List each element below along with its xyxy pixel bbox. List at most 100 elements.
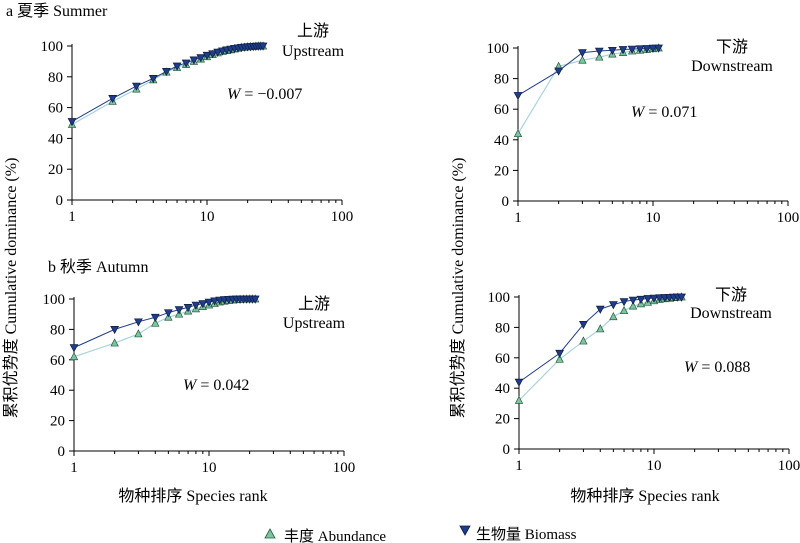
panel-autumn-upstream: 0 20 40 60 80 100 1 10 100 上游 Upstream W = 0.042 [43,292,356,476]
biomass-point [628,296,638,305]
biomass-point [134,318,143,327]
abundance-point [110,338,119,347]
biomass-point [202,51,212,60]
x-tick-label: 100 [778,458,800,474]
biomass-point [649,294,659,303]
abundance-point [595,52,604,61]
x-tick-label: 10 [646,210,661,226]
site-label-cn: 上游 [298,295,330,313]
x-tick-label: 100 [777,210,800,226]
biomass-point [627,45,637,54]
x-tick-label: 10 [202,460,217,476]
y-tick-label: 80 [50,322,65,338]
y-tick-label: 20 [48,162,63,178]
biomass-point [67,118,77,127]
x-tick-label: 1 [70,460,78,476]
biomass-point [655,294,664,303]
y-tick-label: 0 [58,444,66,460]
y-tick-label: 100 [487,41,510,57]
y-tick-label: 0 [503,442,511,458]
biomass-point [578,49,587,58]
biomass-point [196,54,206,63]
biomass-point [172,62,182,71]
biomass-point [210,297,219,306]
y-tick-label: 40 [494,133,509,149]
abundance-point [555,354,564,363]
biomass-point [204,298,214,307]
biomass-point [654,44,663,53]
y-tick-label: 80 [495,320,510,336]
group-label-summer: a 夏季 Summer [6,2,108,20]
y-tick-label: 80 [494,72,509,88]
y-tick-label: 60 [495,351,510,367]
biomass-point [595,305,605,314]
abundance-point [513,128,523,138]
biomass-point [608,301,618,310]
site-label-en: Upstream [282,43,345,60]
site-label-cn: 下游 [715,286,747,304]
abundance-point [579,336,588,345]
legend-biomass-label: 生物量 Biomass [476,526,577,543]
biomass-point [163,309,173,318]
abundance-point [628,301,638,310]
panel-summer-upstream: 0 20 40 60 80 100 1 10 100 上游 Upstream W = −0.007 [41,22,354,225]
biomass-line [71,45,264,122]
biomass-point [643,295,653,304]
x-tick-label: 1 [68,209,76,225]
y-tick-label: 20 [495,412,510,428]
biomass-point [642,45,652,54]
biomass-point [554,67,564,76]
abundance-line [73,298,256,358]
site-label-en: Downstream [691,58,773,75]
y-tick-label: 100 [488,290,511,306]
abundance-point [514,395,524,404]
biomass-point [191,301,201,310]
w-statistic: W = −0.007 [227,86,302,103]
abundance-point [619,305,629,315]
biomass-point [619,298,629,307]
y-tick-label: 40 [48,131,63,147]
legend: 丰度 Abundance 生物量 Biomass [264,525,577,543]
biomass-point [198,300,208,309]
w-statistic: W = 0.042 [183,377,249,394]
x-tick-label: 1 [514,210,522,226]
x-tick-label: 1 [515,458,523,474]
site-label-en: Downstream [690,305,772,322]
biomass-point [213,48,223,57]
biomass-point [148,74,158,84]
x-tick-label: 10 [647,458,662,474]
biomass-line [73,298,256,349]
biomass-point [110,326,120,335]
biomass-point [208,50,217,59]
abundance-point [609,311,618,321]
y-tick-label: 0 [56,193,64,209]
biomass-point [635,45,645,54]
y-tick-label: 0 [502,194,510,210]
biomass-point [183,304,193,313]
abundance-point [151,318,160,327]
abundance-point [596,324,605,333]
y-tick-label: 20 [50,414,65,430]
x-tick-label: 100 [331,209,354,225]
biomass-point [132,82,141,91]
site-label-en: Upstream [283,315,346,332]
y-tick-label: 100 [41,39,64,55]
y-tick-label: 60 [48,101,63,117]
abundance-point [578,55,587,64]
biomass-point [174,306,184,315]
legend-abundance-marker [264,528,276,539]
biomass-point [189,56,199,65]
biomass-point [607,46,617,56]
legend-biomass-marker [459,525,471,536]
biomass-point [648,44,658,53]
y-tick-label: 100 [43,292,66,308]
biomass-line [517,47,659,96]
biomass-point [108,95,118,104]
legend-abundance-label: 丰度 Abundance [284,528,386,543]
x-tick-label: 100 [333,460,356,476]
panel-summer-downstream: 0 20 40 60 80 100 1 10 100 下游 Downstream W = 0.071 [487,38,800,226]
y-tick-label: 40 [495,381,510,397]
w-statistic: W = 0.071 [631,104,697,121]
